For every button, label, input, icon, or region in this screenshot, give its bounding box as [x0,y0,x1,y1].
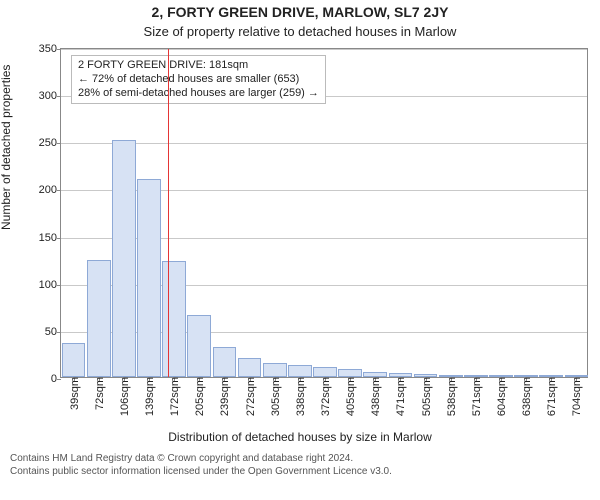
xtick-label: 638sqm [519,377,533,416]
xtick-label: 39sqm [67,377,81,410]
bar [238,358,262,377]
ytick-label: 50 [45,326,61,338]
xtick-label: 505sqm [419,377,433,416]
bar [112,140,136,377]
reference-line [168,49,169,377]
xtick-label: 405sqm [343,377,357,416]
footer-line: Contains HM Land Registry data © Crown c… [10,452,590,465]
bar [187,315,211,377]
plot-area: 05010015020025030035039sqm72sqm106sqm139… [60,48,588,378]
xtick-label: 671sqm [544,377,558,416]
bar [62,343,86,377]
footer-attribution: Contains HM Land Registry data © Crown c… [0,452,600,478]
annotation-line: 28% of semi-detached houses are larger (… [78,87,319,101]
annotation-line: 2 FORTY GREEN DRIVE: 181sqm [78,59,319,73]
x-axis-label: Distribution of detached houses by size … [0,430,600,444]
bar [263,363,287,377]
y-axis-label: Number of detached properties [0,65,13,230]
xtick-label: 205sqm [192,377,206,416]
xtick-label: 538sqm [444,377,458,416]
xtick-label: 571sqm [469,377,483,416]
ytick-label: 150 [39,232,61,244]
ytick-label: 300 [39,90,61,102]
ytick-label: 200 [39,184,61,196]
footer-line: Contains public sector information licen… [10,465,590,478]
xtick-label: 704sqm [569,377,583,416]
xtick-label: 172sqm [167,377,181,416]
bar [87,260,111,377]
ytick-label: 250 [39,137,61,149]
ytick-label: 0 [51,373,61,385]
chart-title-line2: Size of property relative to detached ho… [0,24,600,39]
xtick-label: 338sqm [293,377,307,416]
bar [338,369,362,377]
annotation-box: 2 FORTY GREEN DRIVE: 181sqm← 72% of deta… [71,55,326,104]
ytick-label: 350 [39,43,61,55]
gridline [61,49,587,50]
bar [313,367,337,377]
gridline [61,143,587,144]
xtick-label: 471sqm [393,377,407,416]
chart-title-line1: 2, FORTY GREEN DRIVE, MARLOW, SL7 2JY [0,4,600,20]
xtick-label: 239sqm [217,377,231,416]
xtick-label: 272sqm [243,377,257,416]
bar [162,261,186,377]
bar [137,179,161,377]
xtick-label: 305sqm [268,377,282,416]
xtick-label: 372sqm [318,377,332,416]
ytick-label: 100 [39,279,61,291]
xtick-label: 139sqm [142,377,156,416]
xtick-label: 106sqm [117,377,131,416]
xtick-label: 604sqm [494,377,508,416]
xtick-label: 72sqm [92,377,106,410]
annotation-line: ← 72% of detached houses are smaller (65… [78,73,319,87]
xtick-label: 438sqm [368,377,382,416]
bar [288,365,312,377]
bar [213,347,237,377]
